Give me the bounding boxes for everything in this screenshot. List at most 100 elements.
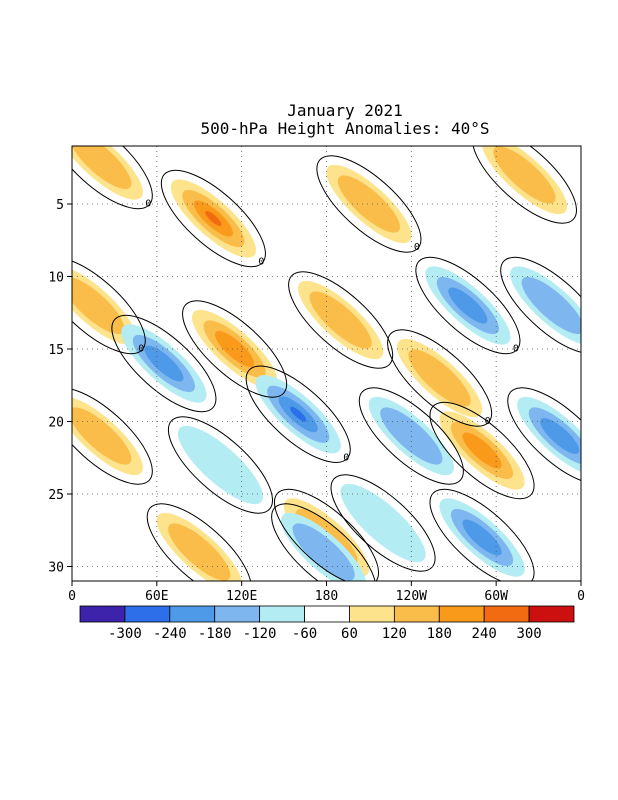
x-tick-label: 120W	[396, 589, 427, 604]
y-tick-label: 20	[48, 416, 64, 431]
y-tick-label: 30	[48, 561, 64, 576]
anomaly-fill	[309, 291, 372, 349]
anomaly-fill	[72, 407, 132, 465]
colorbar-label: -180	[198, 626, 232, 642]
zero-contour	[72, 387, 153, 485]
y-tick-label: 10	[48, 271, 64, 286]
contour-label: 0	[369, 590, 375, 601]
zero-contour	[146, 503, 252, 581]
y-tick-label: 25	[48, 488, 64, 503]
contour-label: 0	[414, 242, 420, 253]
colorbar-label: 300	[516, 626, 541, 642]
colorbar-label: -60	[292, 626, 317, 642]
zero-contour	[500, 256, 581, 355]
anomaly-fill	[493, 146, 556, 204]
anomaly-fill	[292, 523, 355, 581]
colorbar-swatch	[124, 605, 171, 623]
contour-label: 0	[343, 452, 349, 463]
colorbar: -300 -240 -180 -120 -60 60 120 180 240 300	[79, 605, 575, 642]
anomaly-fill	[462, 519, 502, 556]
zero-contour	[330, 474, 436, 572]
zero-contour	[271, 503, 377, 581]
anomaly-feature-2	[191, 309, 278, 389]
anomaly-fill	[168, 523, 231, 581]
chart-subtitle: 500-hPa Height Anomalies: 40°S	[201, 119, 490, 138]
anomaly-feature-5	[326, 164, 412, 244]
colorbar-swatch	[214, 605, 261, 623]
zero-contour	[415, 256, 521, 355]
zero-contour	[387, 329, 493, 427]
zero-contour	[429, 488, 535, 581]
colorbar-swatch	[438, 605, 485, 623]
x-axis: 0 60E 120E 180 120W 60W 0	[68, 581, 585, 604]
contour-label: 0	[138, 344, 144, 355]
contour-label: 0	[145, 199, 151, 210]
anomaly-feature-4	[298, 280, 384, 360]
anomaly-feature-20	[177, 425, 264, 505]
anomaly-fill	[462, 432, 502, 469]
colorbar-swatch	[349, 605, 395, 623]
anomaly-fill	[214, 330, 255, 368]
anomaly-fill	[337, 175, 401, 233]
contour-label: 0	[485, 416, 491, 427]
colorbar-label: 120	[382, 626, 407, 642]
zero-contour	[72, 256, 146, 355]
contour-label: 0	[598, 344, 604, 355]
y-tick-label: 15	[48, 343, 64, 358]
anomaly-fill	[290, 406, 307, 422]
x-tick-label: 180	[315, 589, 338, 604]
colorbar-label: -300	[108, 626, 142, 642]
zero-contour	[111, 314, 217, 413]
anomaly-feature-21	[281, 512, 367, 581]
colorbar-swatch	[79, 605, 126, 623]
anomaly-feature-14	[121, 324, 207, 403]
anomaly-feature-6	[439, 411, 525, 490]
anomaly-fill	[72, 276, 125, 335]
anomaly-fill	[540, 417, 580, 455]
anomaly-feature-3	[72, 266, 136, 345]
anomaly-feature-11	[156, 512, 242, 581]
zero-contour	[471, 146, 577, 224]
contour-label: 0	[605, 474, 611, 485]
colorbar-swatch	[393, 605, 440, 623]
zero-contour	[358, 387, 464, 485]
colorbar-swatch	[259, 605, 305, 623]
contour-labels: 0 0 0 0 0 0 0 0 0 0 0	[138, 199, 611, 601]
x-tick-label: 120E	[226, 589, 257, 604]
colorbar-label: -120	[243, 626, 277, 642]
anomaly-feature-16	[439, 498, 525, 577]
chart-title: January 2021	[287, 101, 403, 120]
x-tick-label: 0	[68, 589, 76, 604]
colorbar-label: 240	[472, 626, 497, 642]
zero-contours	[72, 146, 581, 581]
colorbar-label: -240	[153, 626, 187, 642]
colorbar-swatch	[528, 605, 575, 623]
contour-label: 0	[513, 344, 519, 355]
anomaly-feature-7	[397, 338, 483, 418]
anomaly-fill	[144, 345, 184, 382]
plot-area: 0 0 0 0 0 0 0 0 0 0 0	[72, 146, 611, 601]
anomaly-fill	[177, 425, 264, 505]
colorbar-label: 60	[341, 626, 358, 642]
x-tick-label: 0	[577, 589, 585, 604]
anomaly-feature-17	[517, 396, 581, 476]
zero-contour	[288, 271, 394, 369]
y-axis: 5 10 15 20 25 30	[48, 198, 72, 576]
colorbar-label: 180	[427, 626, 452, 642]
zero-contour	[182, 300, 288, 398]
anomaly-fills	[72, 146, 581, 581]
anomaly-fill	[205, 211, 222, 226]
x-tick-label: 60W	[484, 589, 508, 604]
anomaly-fill	[521, 276, 581, 335]
anomaly-fill	[408, 349, 471, 407]
anomaly-fill	[340, 483, 426, 563]
y-tick-label: 5	[56, 198, 64, 213]
anomaly-feature-12	[72, 396, 143, 476]
zero-contour	[245, 365, 351, 463]
anomaly-feature-15	[425, 266, 511, 345]
zero-contour	[507, 387, 581, 485]
colorbar-swatch	[483, 605, 530, 623]
anomaly-feature-8	[481, 146, 568, 215]
zero-contour	[167, 416, 273, 514]
